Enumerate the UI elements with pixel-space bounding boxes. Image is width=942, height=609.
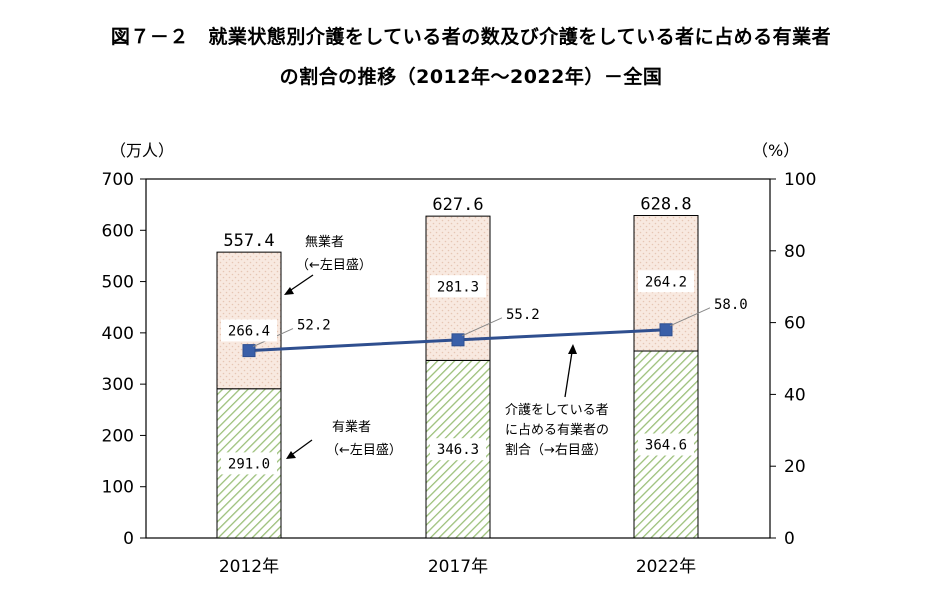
employed-value-label-bg [638, 433, 694, 456]
right-axis-tick-label: 0 [784, 529, 795, 549]
unemployed-value-label: 266.4 [228, 323, 270, 339]
right-axis-unit: （%） [752, 141, 799, 160]
left-axis-tick-label: 200 [102, 426, 134, 446]
unemployed-arrow [287, 274, 314, 293]
chart-title-line-1: 図７－２ 就業状態別介護をしている者の数及び介護をしている者に占める有業者 [110, 26, 832, 48]
employed-arrowhead [286, 451, 296, 459]
unemployed-value-label-bg [638, 270, 694, 293]
left-axis-tick-label: 600 [102, 221, 134, 241]
ratio-point-marker [659, 323, 673, 337]
ratio-leader-line [461, 317, 503, 337]
left-axis-tick-label: 400 [102, 324, 134, 344]
x-axis-category-label: 2012年 [219, 557, 279, 577]
unemployed-value-label: 281.3 [437, 279, 479, 295]
unemployed-annotation-line-2: （←左目盛） [296, 258, 372, 273]
employed-arrow [289, 439, 313, 457]
left-axis-tick-label: 300 [102, 375, 134, 395]
employed-annotation-line-1: 有業者 [332, 419, 371, 435]
unemployed-value-label-bg [221, 319, 277, 342]
unemployed-value-label-bg [430, 275, 486, 298]
bar-total-label: 557.4 [223, 231, 274, 251]
ratio-annotation-line-3: 割合（→右目盛） [505, 442, 607, 458]
ratio-leader-line [669, 307, 711, 327]
employed-value-label-bg [430, 438, 486, 461]
right-axis-tick-label: 60 [784, 314, 806, 334]
right-axis-tick-label: 80 [784, 242, 806, 262]
bar-total-label: 628.8 [640, 195, 691, 215]
unemployed-value-label: 264.2 [645, 274, 687, 290]
ratio-value-label: 55.2 [506, 307, 540, 323]
ratio-annotation-line-2: に占める有業者の [505, 422, 609, 438]
ratio-value-label: 58.0 [714, 297, 748, 313]
left-axis-unit: （万人） [110, 141, 174, 160]
unemployed-arrowhead [284, 287, 294, 295]
left-axis-tick-label: 100 [102, 478, 134, 498]
bar-total-label: 627.6 [432, 195, 483, 215]
chart-title-line-2: の割合の推移（2012年～2022年）－全国 [279, 66, 663, 88]
employed-value-label: 364.6 [645, 438, 687, 454]
ratio-point-marker [451, 333, 465, 347]
employed-value-label: 291.0 [228, 456, 270, 472]
ratio-arrowhead [568, 344, 577, 354]
ratio-annotation-line-1: 介護をしている者 [505, 402, 609, 418]
employed-annotation-line-2: （←左目盛） [326, 443, 402, 458]
employed-value-label-bg [221, 452, 277, 475]
unemployed-annotation-line-1: 無業者 [305, 234, 344, 250]
left-axis-tick-label: 500 [102, 273, 134, 293]
left-axis-tick-label: 0 [123, 529, 134, 549]
x-axis-category-label: 2017年 [428, 557, 488, 577]
left-axis-tick-label: 700 [102, 170, 134, 190]
right-axis-tick-label: 40 [784, 385, 806, 405]
ratio-point-marker [242, 344, 256, 358]
x-axis-category-label: 2022年 [636, 557, 696, 577]
right-axis-tick-label: 20 [784, 457, 806, 477]
ratio-value-label: 52.2 [297, 318, 331, 334]
right-axis-tick-label: 100 [784, 170, 816, 190]
ratio-arrow [564, 351, 573, 398]
employed-value-label: 346.3 [437, 442, 479, 458]
